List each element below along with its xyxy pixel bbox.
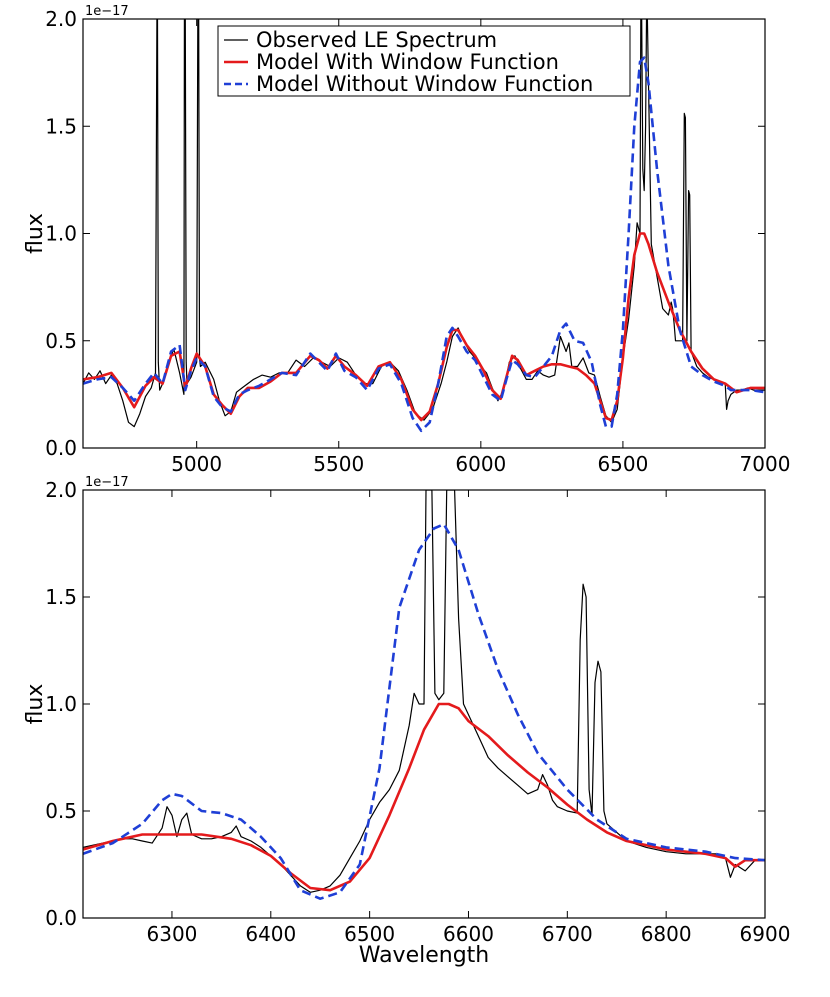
x-tick-label: 6300 [147,922,198,946]
y-scale-exponent: 1e−17 [85,475,129,490]
legend-entry: Model Without Window Function [256,72,593,96]
y-tick-label: 0.5 [45,799,77,823]
x-tick-label: 5500 [313,452,364,476]
legend-entry: Model With Window Function [256,50,559,74]
x-tick-label: 5000 [171,452,222,476]
y-tick-label: 1.0 [45,692,77,716]
x-tick-label: 6800 [641,922,692,946]
x-tick-label: 7000 [740,452,791,476]
chart-panel-1: 5000 5500 6000 6500 7000 0.0 0.5 1.0 1.5 2.0 1e−17… [23,4,790,476]
y-tick-label: 2.0 [45,478,77,502]
series-line-model-without-window-function [83,522,765,900]
series-group [83,19,765,433]
y-tick-label: 1.5 [45,114,77,138]
legend-box [217,25,631,97]
y-tick-label: 1.0 [45,222,77,246]
x-tick-label: 6900 [740,922,791,946]
series-line-model-without-window-function [83,56,765,433]
x-tick-label: 6500 [344,922,395,946]
x-axis-label: Wavelength [359,943,490,968]
x-tick-label: 6400 [245,922,296,946]
chart-panel-2: 6300 6400 6500 6600 6700 6800 6900 0.0 0.5 1.0 1.5… [23,475,790,968]
y-tick-label: 1.5 [45,585,77,609]
x-tick-label: 6000 [455,452,506,476]
y-axis-label: flux [23,684,48,725]
x-tick-label: 6700 [542,922,593,946]
x-tick-label: 6500 [597,452,648,476]
series-group [83,490,765,900]
series-line-observed-le-spectrum [83,490,765,893]
y-scale-exponent: 1e−17 [85,4,129,19]
y-tick-label: 0.0 [45,436,77,460]
x-tick-label: 6600 [443,922,494,946]
legend-entry: Observed LE Spectrum [256,28,497,52]
y-axis-label: flux [23,213,48,254]
y-tick-label: 0.5 [45,329,77,353]
y-tick-label: 0.0 [45,906,77,930]
y-tick-label: 2.0 [45,7,77,31]
series-line-model-with-window-function [83,702,765,892]
